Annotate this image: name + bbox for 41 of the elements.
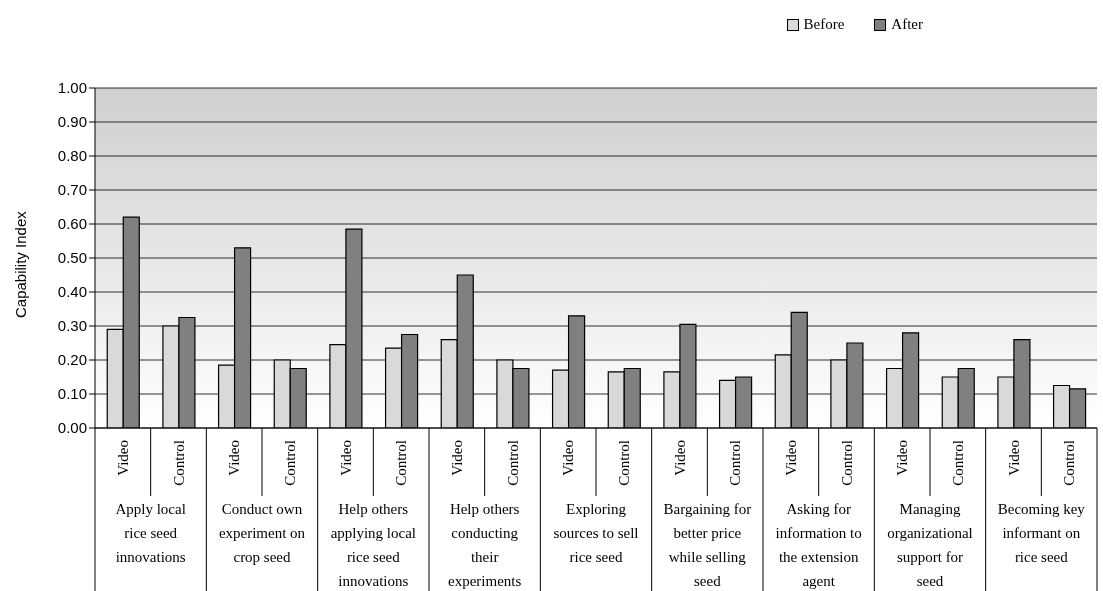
- text: Asking for information to the extension agent: [775, 501, 862, 589]
- x-tick-label: Control: [504, 440, 521, 486]
- x-tick-label: Video: [1005, 440, 1022, 476]
- x-tick-label: Video: [337, 440, 354, 476]
- x-tick-label: Control: [838, 440, 855, 486]
- text: Exploring sources to sell rice seed: [553, 501, 639, 565]
- y-tick-label: 0.20: [57, 351, 87, 369]
- y-tick-label: 1.00: [57, 79, 87, 97]
- x-tick-label: Control: [393, 440, 410, 486]
- legend-label: After: [891, 16, 923, 33]
- y-tick-label: 0.00: [57, 419, 87, 437]
- y-tick-label: 0.10: [57, 385, 87, 403]
- text: Conduct own experiment on crop seed: [218, 501, 306, 565]
- x-tick-label: Control: [615, 440, 632, 486]
- y-tick-label: 0.90: [57, 113, 87, 131]
- x-tick-label: Video: [448, 440, 465, 476]
- x-tick-label: Control: [727, 440, 744, 486]
- x-tick-label: Video: [114, 440, 131, 476]
- y-tick-label: 0.60: [57, 215, 87, 233]
- text: Becoming key informant on rice seed: [997, 501, 1086, 565]
- x-tick-label: Control: [170, 440, 187, 486]
- text: Help others conducting their experiments: [448, 501, 522, 589]
- x-tick-label: Video: [226, 440, 243, 476]
- text: Bargaining for better price while selling seed: [663, 501, 752, 589]
- y-tick-label: 0.40: [57, 283, 87, 301]
- y-tick-label: 0.80: [57, 147, 87, 165]
- y-tick-label: 0.30: [57, 317, 87, 335]
- y-tick-label: 0.70: [57, 181, 87, 199]
- x-tick-label: Video: [782, 440, 799, 476]
- x-tick-label: Control: [949, 440, 966, 486]
- text: Apply local rice seed innovations: [115, 501, 186, 565]
- y-tick-label: 0.50: [57, 249, 87, 267]
- text: Managing organizational support for seed: [887, 501, 973, 589]
- x-tick-label: Control: [281, 440, 298, 486]
- x-tick-label: Video: [894, 440, 911, 476]
- x-tick-label: Control: [1061, 440, 1078, 486]
- x-tick-label: Video: [560, 440, 577, 476]
- text: Help others applying local rice seed innovations: [330, 501, 417, 589]
- y-axis-title: Capability Index: [12, 210, 30, 318]
- legend-label: Before: [803, 16, 845, 33]
- x-tick-label: Video: [671, 440, 688, 476]
